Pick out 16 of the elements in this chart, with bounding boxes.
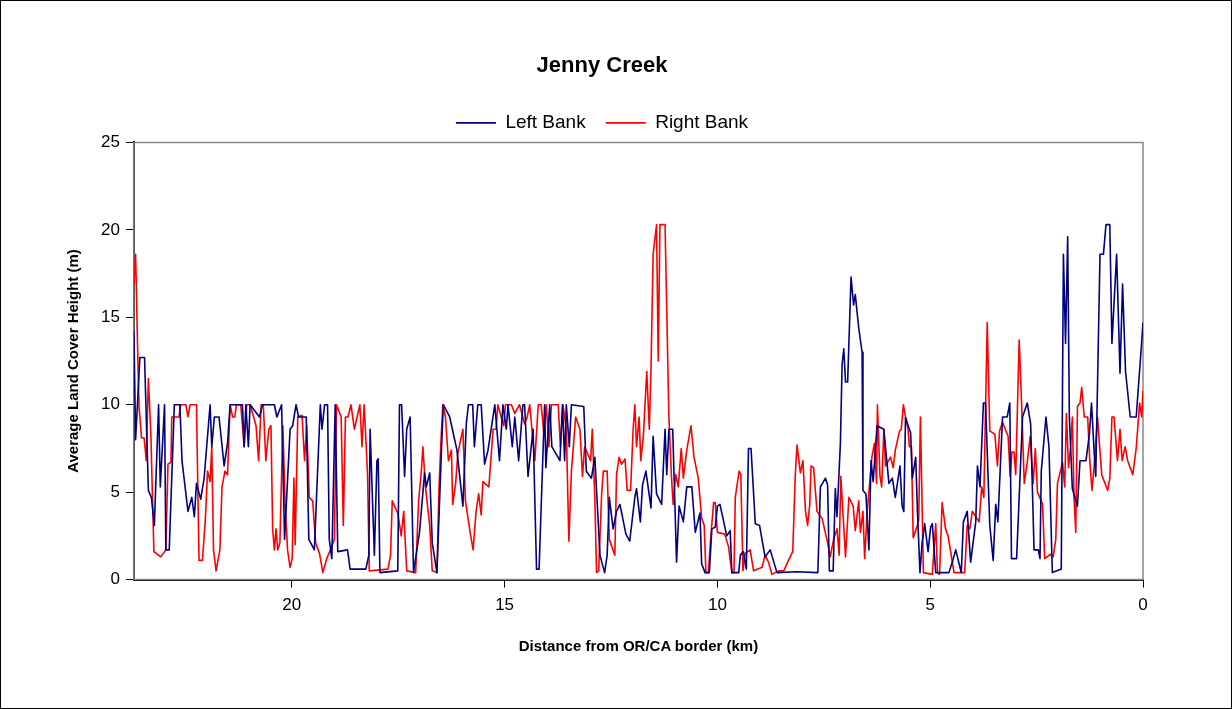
x-axis-title: Distance from OR/CA border (km)	[518, 637, 759, 655]
chart-title: Jenny Creek	[536, 52, 669, 78]
legend-label: Right Bank	[655, 111, 749, 133]
x-tick-label: 15	[495, 595, 515, 615]
x-tick-label: 0	[1138, 595, 1148, 615]
x-tick-label: 10	[707, 595, 727, 615]
x-tick-label: 20	[282, 595, 302, 615]
y-axis-title: Average Land Cover Height (m)	[64, 249, 82, 473]
y-tick-label: 10	[100, 394, 120, 414]
y-tick-label: 15	[100, 306, 120, 326]
y-tick-label: 25	[100, 132, 120, 152]
x-tick-label: 5	[925, 595, 935, 615]
y-tick-label: 5	[110, 481, 120, 501]
y-tick-label: 20	[100, 219, 120, 239]
legend-label: Left Bank	[505, 111, 587, 133]
y-tick-label: 0	[110, 569, 120, 589]
